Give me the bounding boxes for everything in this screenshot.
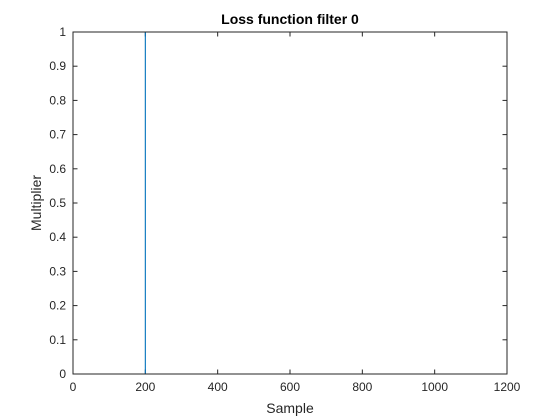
chart-title: Loss function filter 0 [221,11,359,27]
x-axis-ticks: 0 200 400 600 800 1000 1200 [70,32,521,394]
plot-area [73,32,507,374]
x-tick-label: 200 [135,380,155,394]
x-tick-label: 1000 [421,380,448,394]
y-axis-title: Multiplier [28,175,44,231]
y-tick-label: 0.3 [49,264,66,278]
y-tick-label: 1 [59,25,66,39]
y-tick-label: 0.8 [49,93,66,107]
y-tick-label: 0.7 [49,128,66,142]
axes-box [72,31,508,375]
x-tick-label: 0 [70,380,77,394]
x-tick-label: 1200 [494,380,521,394]
y-tick-label: 0.6 [49,162,66,176]
y-axis-ticks: 0 0.1 0.2 0.3 0.4 0.5 0.6 0.7 0.8 0.9 1 [49,25,507,381]
x-tick-label: 400 [208,380,228,394]
y-tick-label: 0.4 [49,230,66,244]
y-tick-label: 0.9 [49,59,66,73]
y-tick-label: 0.1 [49,333,66,347]
y-tick-label: 0 [59,367,66,381]
x-axis-title: Sample [266,400,314,416]
y-tick-label: 0.2 [49,299,66,313]
x-tick-label: 800 [352,380,372,394]
x-tick-label: 600 [280,380,300,394]
y-tick-label: 0.5 [49,196,66,210]
